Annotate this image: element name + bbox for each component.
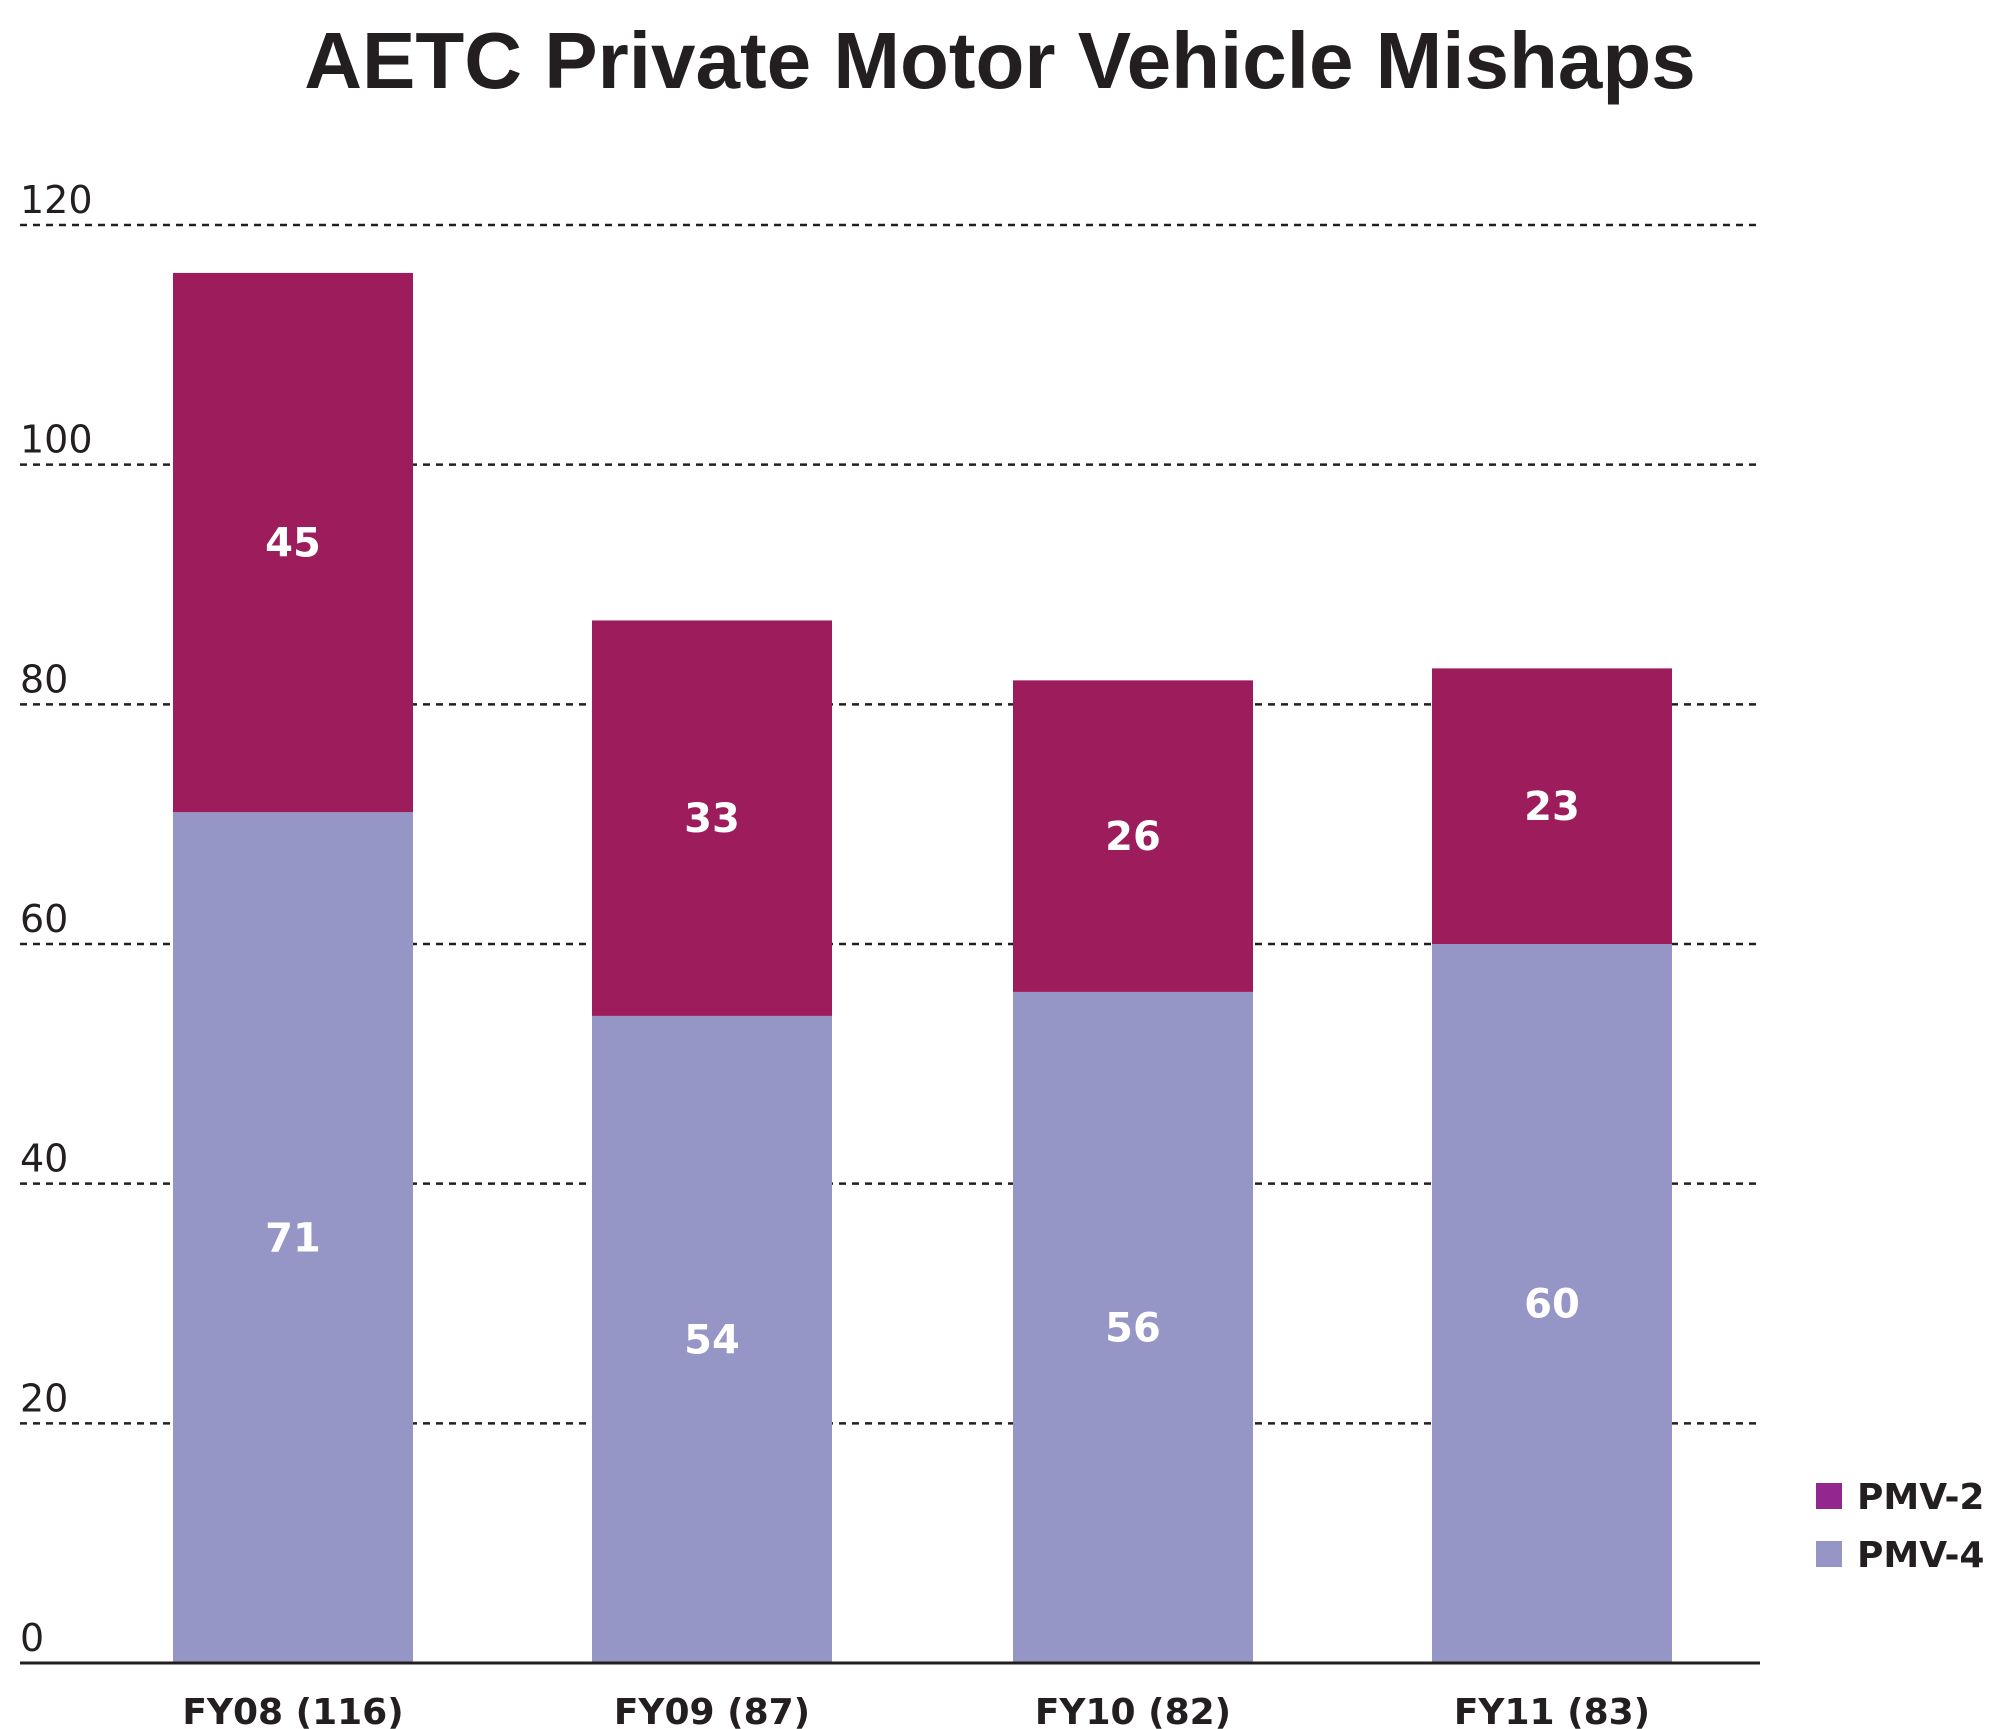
x-tick-label: FY10 (82) [1035,1692,1231,1729]
y-tick-label: 100 [20,418,93,462]
bar-segment-pmv-2 [592,620,832,1016]
legend-label: PMV-4 [1857,1535,1984,1576]
data-label: 56 [1105,1305,1161,1351]
y-tick-label: 120 [20,178,93,222]
bar-segment-pmv-2 [1013,680,1253,992]
data-label: 54 [684,1317,740,1363]
legend-swatch-pmv-4 [1816,1541,1842,1567]
legend: PMV-2 PMV-4 [1816,1477,1984,1576]
x-tick-label: FY11 (83) [1454,1692,1650,1729]
x-tick-label: FY08 (116) [182,1692,403,1729]
bar-segment-pmv-4 [173,812,413,1663]
y-tick-label: 0 [20,1616,44,1660]
data-label: 26 [1105,814,1161,860]
data-label: 23 [1524,784,1580,830]
x-tick-label: FY09 (87) [614,1692,810,1729]
y-tick-label: 40 [20,1137,68,1181]
y-tick-label: 80 [20,657,68,701]
y-tick-label: 60 [20,897,68,941]
bars: 71 45 54 33 56 26 60 23 [173,272,1672,1663]
bar-segment-pmv-4 [592,1015,832,1663]
data-label: 45 [265,521,321,567]
bar-segment-pmv-4 [1013,991,1253,1663]
data-label: 71 [265,1216,321,1262]
y-tick-label: 20 [20,1376,68,1420]
legend-swatch-pmv-2 [1816,1483,1842,1509]
legend-label: PMV-2 [1857,1477,1984,1518]
gridlines: 0 20 40 60 80 100 120 [20,178,1760,1660]
chart-title: AETC Private Motor Vehicle Mishaps [304,16,1695,105]
bar-segment-pmv-2 [1432,668,1672,944]
axes: FY08 (116) FY09 (87) FY10 (82) FY11 (83) [20,1661,1760,1729]
data-label: 33 [684,796,740,842]
bar-segment-pmv-4 [1432,944,1672,1663]
bar-segment-pmv-2 [173,272,413,813]
data-label: 60 [1524,1282,1580,1328]
